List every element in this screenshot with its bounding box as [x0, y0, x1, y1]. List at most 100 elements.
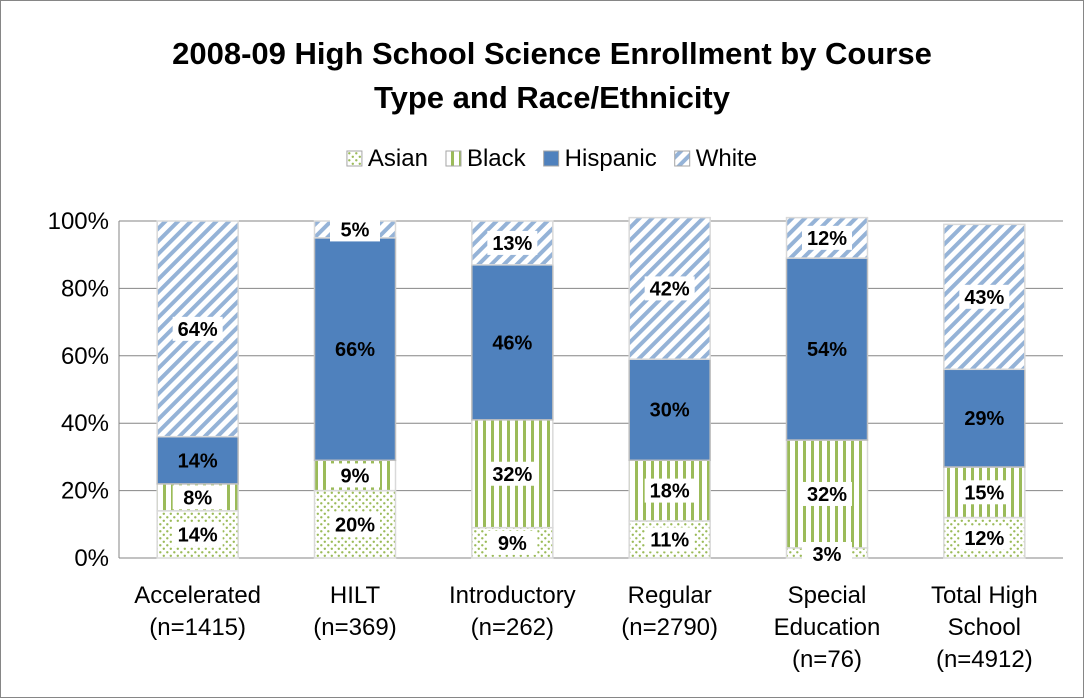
- data-label: 11%: [644, 527, 695, 552]
- bar-segment-hispanic: [943, 368, 1026, 468]
- data-label: 14%: [178, 450, 218, 472]
- y-tick-label: 80%: [61, 275, 109, 302]
- data-label-bg: [959, 525, 1010, 550]
- y-tick-label: 60%: [61, 343, 109, 370]
- data-label: 32%: [487, 461, 538, 486]
- data-label-bg: [802, 542, 852, 566]
- x-category-label-line: (n=1415): [149, 614, 246, 641]
- data-label-bg: [330, 217, 380, 242]
- data-label: 14%: [172, 522, 223, 547]
- data-label-text: 66%: [335, 339, 375, 361]
- data-label-bg: [487, 530, 538, 555]
- bar-segment-hispanic: [156, 435, 239, 485]
- x-category-label-line: Special: [788, 582, 867, 609]
- data-label-text: 46%: [492, 332, 532, 354]
- data-label: 15%: [959, 480, 1010, 505]
- x-category-label-line: (n=369): [313, 614, 396, 641]
- bar-segment-hispanic: [785, 257, 869, 441]
- bar-segment-hispanic: [471, 264, 554, 421]
- legend-label: Hispanic: [565, 145, 657, 172]
- plot-grid: 0% 20% 40% 60% 80% 100%: [48, 208, 1063, 572]
- data-label-text: 30%: [650, 400, 690, 422]
- legend-label: Black: [467, 145, 527, 172]
- data-label: 43%: [959, 284, 1010, 309]
- y-tick-label: 0%: [74, 545, 109, 572]
- data-label-text: 8%: [183, 487, 212, 509]
- y-tick-label: 100%: [48, 208, 109, 235]
- legend-swatch: [543, 150, 560, 167]
- legend-swatch: [674, 150, 691, 167]
- data-label-bg: [487, 461, 538, 486]
- data-label-text: 15%: [964, 482, 1004, 504]
- data-label-text: 54%: [807, 339, 847, 361]
- data-label-text: 9%: [498, 533, 527, 555]
- data-label-text: 11%: [650, 529, 689, 551]
- data-label: 12%: [959, 525, 1010, 550]
- data-label-text: 32%: [807, 484, 847, 506]
- x-category-label: Accelerated (n=1415): [134, 582, 261, 641]
- y-tick-label: 20%: [61, 478, 109, 505]
- legend-item-asian: Asian: [346, 145, 428, 172]
- legend-item-black: Black: [445, 145, 527, 172]
- x-category-label-line: Total High: [931, 582, 1038, 609]
- legend-item-hispanic: Hispanic: [543, 145, 657, 172]
- data-label-text: 13%: [492, 233, 532, 255]
- x-category-label-line: (n=76): [792, 646, 862, 673]
- data-label-text: 18%: [650, 481, 690, 503]
- data-label: 46%: [492, 332, 532, 354]
- data-label-text: 12%: [964, 528, 1004, 550]
- data-label-bg: [644, 478, 695, 503]
- data-label: 5%: [330, 217, 380, 242]
- data-label-bg: [487, 230, 538, 255]
- data-label-text: 14%: [178, 450, 218, 472]
- data-label-text: 29%: [964, 408, 1004, 430]
- data-label-bg: [802, 225, 852, 250]
- legend-item-white: White: [674, 145, 757, 172]
- chart-legend: Asian Black Hispanic White: [346, 145, 757, 172]
- data-label: 29%: [964, 408, 1004, 430]
- legend-label: Asian: [368, 145, 428, 172]
- x-category-label-line: (n=4912): [936, 646, 1033, 673]
- legend-label: White: [696, 145, 757, 172]
- x-category-label-line: (n=2790): [621, 614, 718, 641]
- data-label: 30%: [650, 400, 690, 422]
- chart-title-line-1: 2008-09 High School Science Enrollment b…: [172, 36, 932, 71]
- x-category-label-line: Accelerated: [134, 582, 261, 609]
- data-label-text: 3%: [813, 544, 842, 566]
- data-label-text: 43%: [964, 287, 1004, 309]
- data-label: 32%: [802, 481, 852, 506]
- x-category-label: Regular (n=2790): [621, 582, 718, 641]
- data-label-bg: [802, 481, 852, 506]
- data-label-bg: [330, 512, 380, 537]
- data-label-bg: [172, 485, 223, 510]
- legend-swatch: [445, 150, 462, 167]
- y-tick-label: 40%: [61, 410, 109, 437]
- x-category-label-line: Regular: [628, 582, 712, 609]
- data-label-text: 12%: [807, 228, 847, 250]
- data-label-bg: [644, 276, 695, 301]
- data-label: 13%: [487, 230, 538, 255]
- plot-data-labels: 14% 8% 14% 64% 20% 9% 66% 5% 9% 32% 46% 13% 11% 18% 30…: [172, 217, 1010, 566]
- x-category-label: Introductory (n=262): [449, 582, 576, 641]
- x-category-label-line: Introductory: [449, 582, 576, 609]
- plot-bars: [156, 216, 1026, 559]
- bar-segment-hispanic: [313, 237, 397, 462]
- x-category-label-line: (n=262): [471, 614, 554, 641]
- data-label: 3%: [802, 542, 852, 566]
- data-label: 64%: [172, 316, 223, 341]
- legend-swatch: [346, 150, 363, 167]
- x-axis-category-labels: Accelerated (n=1415) HILT (n=369) Introducto…: [134, 582, 1037, 673]
- data-label-text: 20%: [335, 514, 375, 536]
- data-label: 20%: [330, 512, 380, 537]
- data-label-text: 14%: [178, 524, 218, 546]
- data-label-bg: [330, 463, 380, 488]
- data-label-text: 32%: [492, 464, 532, 486]
- data-label: 12%: [802, 225, 852, 250]
- data-label-bg: [172, 522, 223, 547]
- data-label-text: 5%: [341, 219, 370, 241]
- data-label-text: 9%: [341, 465, 370, 487]
- data-label-bg: [959, 284, 1010, 309]
- x-category-label-line: School: [948, 614, 1021, 641]
